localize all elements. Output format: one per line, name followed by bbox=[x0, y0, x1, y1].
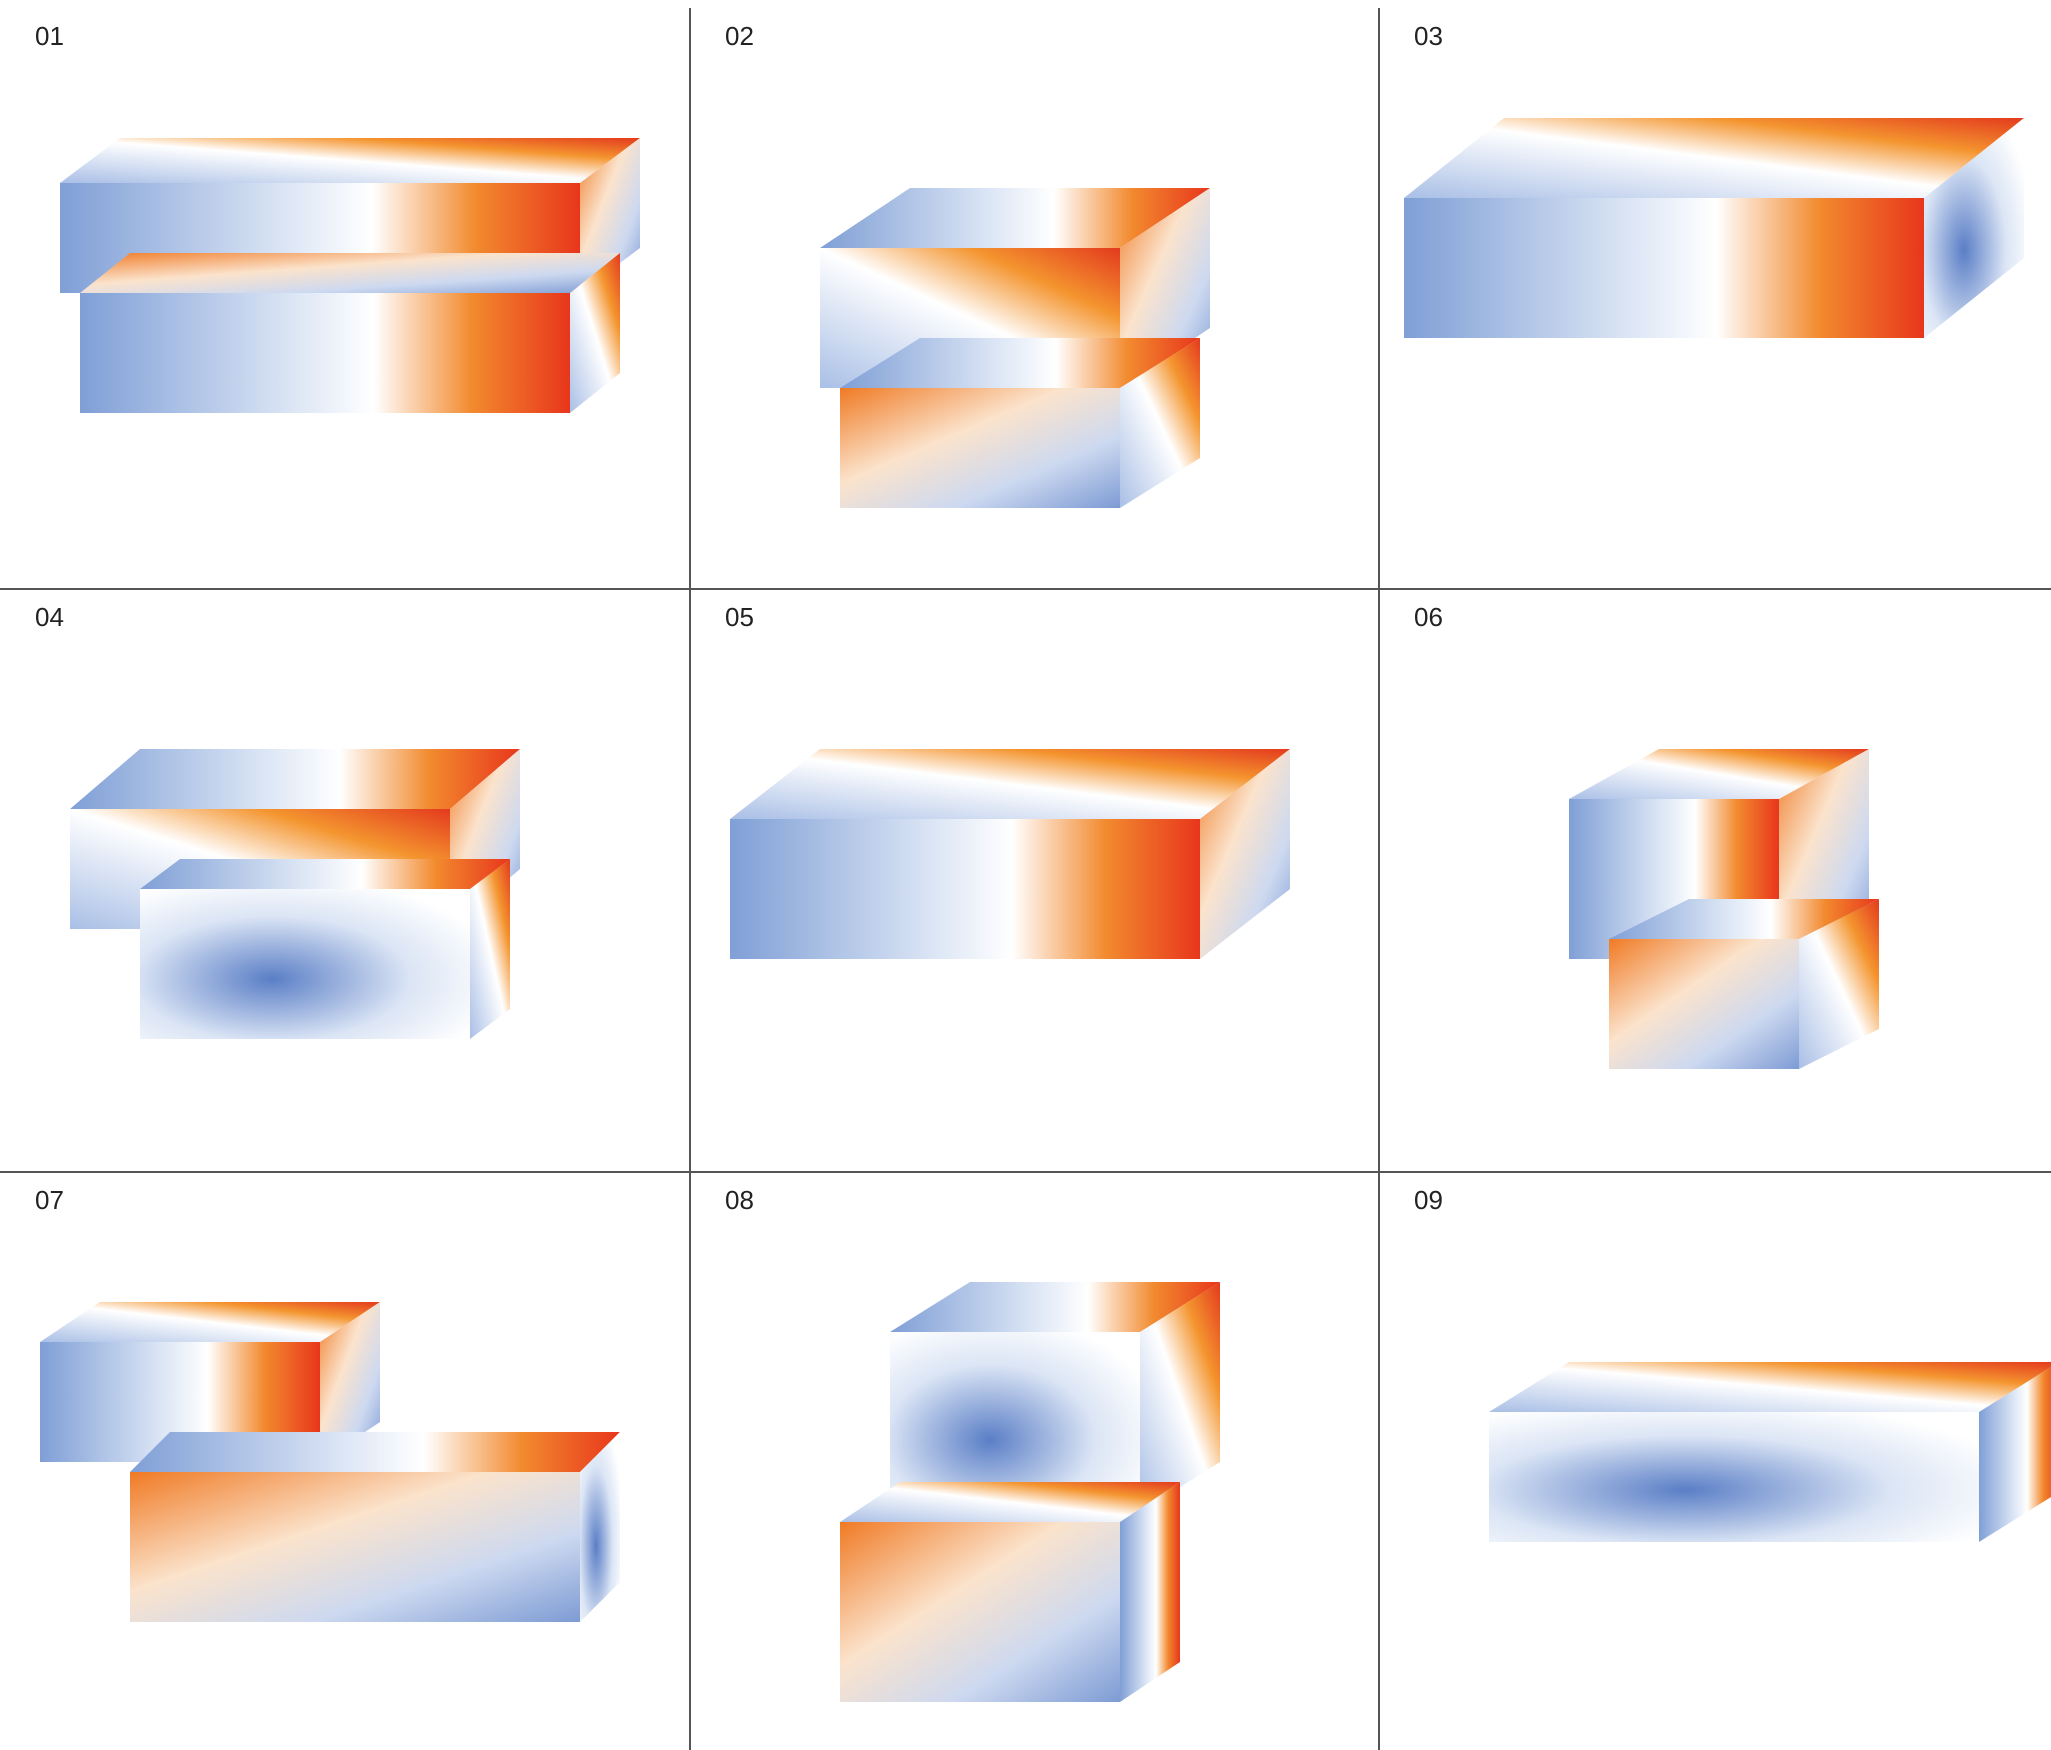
render-front bbox=[1489, 1412, 1979, 1542]
panel: 06 bbox=[1414, 602, 1879, 1069]
render-front bbox=[140, 889, 470, 1039]
panel: 08 bbox=[725, 1185, 1220, 1702]
panel-label: 09 bbox=[1414, 1185, 1443, 1215]
panel: 02 bbox=[725, 21, 1210, 508]
render-top bbox=[70, 749, 520, 809]
panel: 04 bbox=[35, 602, 520, 1039]
panel-label: 03 bbox=[1414, 21, 1443, 51]
page: 010203040506070809 (() => { const data =… bbox=[0, 0, 2051, 1750]
render-top bbox=[730, 749, 1290, 819]
render-front bbox=[840, 1522, 1120, 1702]
panel-label: 05 bbox=[725, 602, 754, 632]
render-front bbox=[130, 1472, 580, 1622]
render-top bbox=[1489, 1362, 2051, 1412]
render-top bbox=[130, 1432, 620, 1472]
panel-label: 07 bbox=[35, 1185, 64, 1215]
render-top bbox=[80, 253, 620, 293]
panel-label: 06 bbox=[1414, 602, 1443, 632]
render-side bbox=[470, 859, 510, 1039]
panel-label: 02 bbox=[725, 21, 754, 51]
render-top bbox=[140, 859, 510, 889]
render-top bbox=[60, 138, 640, 183]
render-front bbox=[80, 293, 570, 413]
figure: 01 02 03 04 05 06 07 08 09 bbox=[0, 0, 2051, 1750]
panel-label: 04 bbox=[35, 602, 64, 632]
render-front bbox=[1609, 939, 1799, 1069]
panel: 05 bbox=[725, 602, 1290, 959]
panel: 01 bbox=[35, 21, 640, 413]
panel-label: 01 bbox=[35, 21, 64, 51]
panel: 03 bbox=[1404, 21, 2024, 338]
panel-label: 08 bbox=[725, 1185, 754, 1215]
render-front bbox=[1404, 198, 1924, 338]
render-top bbox=[1404, 118, 2024, 198]
render-front bbox=[730, 819, 1200, 959]
panel: 09 bbox=[1414, 1185, 2051, 1542]
render-front bbox=[840, 388, 1120, 508]
panel: 07 bbox=[35, 1185, 620, 1622]
